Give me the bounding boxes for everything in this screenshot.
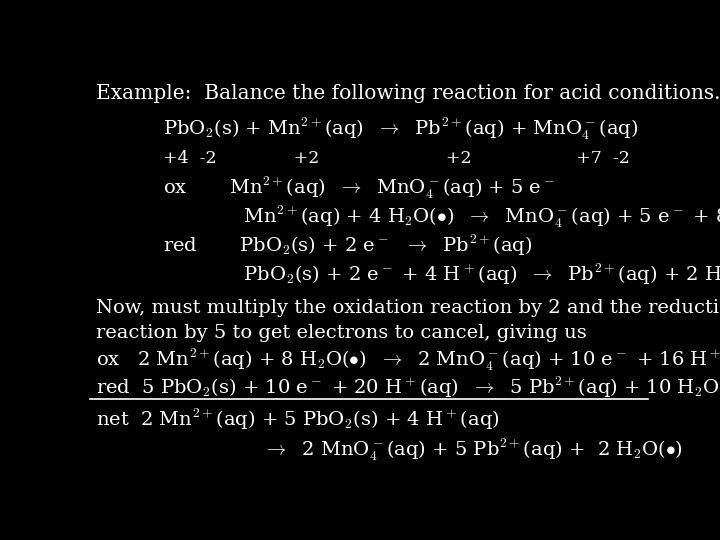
Text: red  5 PbO$_2$(s) + 10 e$^-$ + 20 H$^+$(aq)  $\rightarrow$  5 Pb$^{2+}$(aq) + 10: red 5 PbO$_2$(s) + 10 e$^-$ + 20 H$^+$(a… [96, 374, 720, 400]
Text: PbO$_2$(s) + 2 e$^-$ + 4 H$^+$(aq)  $\rightarrow$  Pb$^{2+}$(aq) + 2 H$_2$O($\bu: PbO$_2$(s) + 2 e$^-$ + 4 H$^+$(aq) $\rig… [163, 262, 720, 287]
Text: Mn$^{2+}$(aq) + 4 H$_2$O($\bullet$)  $\rightarrow$  MnO$_4^-$(aq) + 5 e$^-$ + 8 : Mn$^{2+}$(aq) + 4 H$_2$O($\bullet$) $\ri… [163, 204, 720, 230]
Text: Example:  Balance the following reaction for acid conditions.: Example: Balance the following reaction … [96, 84, 720, 103]
Text: red       PbO$_2$(s) + 2 e$^-$  $\rightarrow$  Pb$^{2+}$(aq): red PbO$_2$(s) + 2 e$^-$ $\rightarrow$ P… [163, 233, 532, 258]
Text: net  2 Mn$^{2+}$(aq) + 5 PbO$_2$(s) + 4 H$^+$(aq): net 2 Mn$^{2+}$(aq) + 5 PbO$_2$(s) + 4 H… [96, 407, 499, 431]
Text: ox   2 Mn$^{2+}$(aq) + 8 H$_2$O($\bullet$)  $\rightarrow$  2 MnO$_4^-$(aq) + 10 : ox 2 Mn$^{2+}$(aq) + 8 H$_2$O($\bullet$)… [96, 347, 720, 373]
Text: reaction by 5 to get electrons to cancel, giving us: reaction by 5 to get electrons to cancel… [96, 324, 586, 342]
Text: $\rightarrow$  2 MnO$_4^-$(aq) + 5 Pb$^{2+}$(aq) +  2 H$_2$O($\bullet$): $\rightarrow$ 2 MnO$_4^-$(aq) + 5 Pb$^{2… [263, 436, 683, 463]
Text: Now, must multiply the oxidation reaction by 2 and the reduction: Now, must multiply the oxidation reactio… [96, 299, 720, 317]
Text: PbO$_2$(s) + Mn$^{2+}$(aq)  $\rightarrow$  Pb$^{2+}$(aq) + MnO$_4^-$(aq): PbO$_2$(s) + Mn$^{2+}$(aq) $\rightarrow$… [163, 116, 638, 143]
Text: ox       Mn$^{2+}$(aq)  $\rightarrow$  MnO$_4^-$(aq) + 5 e$^-$: ox Mn$^{2+}$(aq) $\rightarrow$ MnO$_4^-$… [163, 174, 554, 200]
Text: +4  -2              +2                       +2                   +7  -2: +4 -2 +2 +2 +7 -2 [163, 150, 629, 167]
